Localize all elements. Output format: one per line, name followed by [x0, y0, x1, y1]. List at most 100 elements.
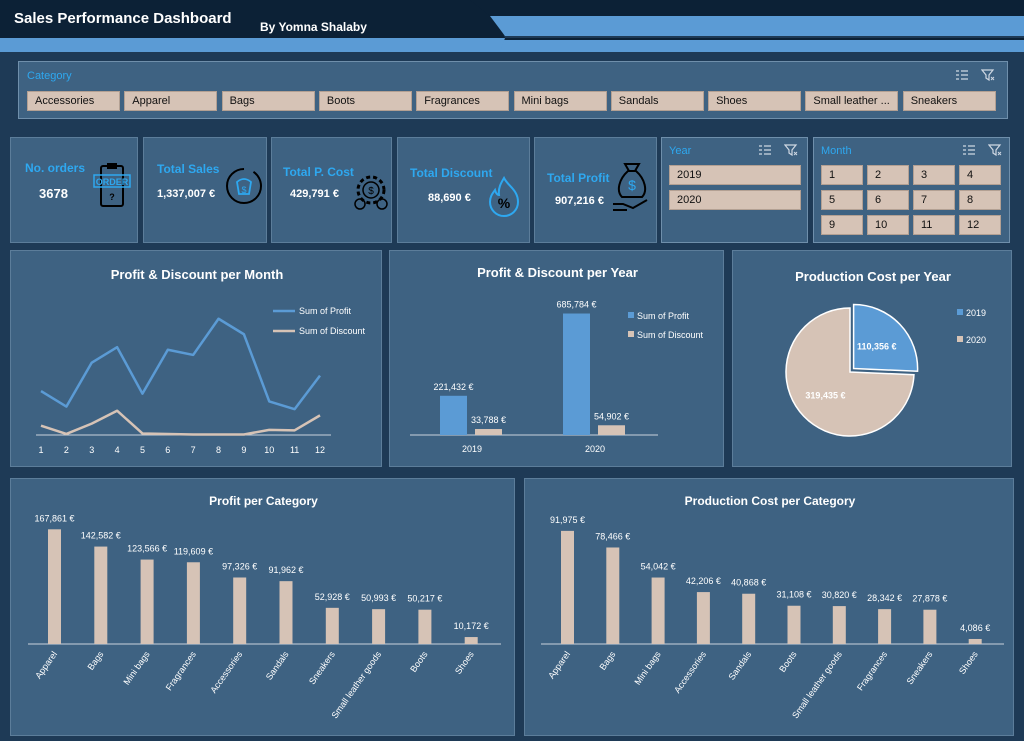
month-slicer: Month 1 2 3 4 5 6 7 8 9 10 11 12 [813, 137, 1010, 243]
x-tick-label: Bags [85, 649, 105, 672]
year-slicer-button[interactable]: 2020 [669, 190, 801, 210]
category-slicer-label: Category [27, 70, 72, 82]
category-slicer-button[interactable]: Mini bags [513, 91, 607, 111]
order-clipboard-icon: ORDER ? [93, 163, 131, 207]
x-tick-label: 6 [165, 445, 170, 455]
chart-title: Profit & Discount per Month [110, 267, 284, 282]
x-tick-label: Sandals [726, 649, 753, 682]
month-slicer-button[interactable]: 7 [913, 190, 955, 210]
x-tick-label: 2019 [462, 444, 482, 454]
page-title: Sales Performance Dashboard [14, 10, 232, 27]
bar [140, 559, 154, 644]
chart-title: Profit & Discount per Year [477, 265, 638, 280]
gear-dollar-icon: $ [354, 175, 388, 210]
multi-select-icon[interactable] [955, 69, 969, 81]
x-tick-label: Apparel [33, 649, 59, 680]
category-slicer-button[interactable]: Boots [318, 91, 412, 111]
bar [279, 581, 293, 644]
month-slicer-button[interactable]: 11 [913, 215, 955, 235]
category-slicer-button[interactable]: Bags [221, 91, 315, 111]
x-tick-label: Sandals [264, 649, 291, 682]
year-bar-panel: Profit & Discount per Year 221,432 € 33,7… [389, 250, 724, 467]
x-tick-label: Boots [408, 649, 430, 674]
data-label: 54,042 € [641, 562, 676, 572]
legend-swatch [957, 309, 963, 315]
bar [186, 562, 200, 644]
clear-filter-icon[interactable] [981, 69, 995, 81]
kpi-orders-value: 3678 [39, 186, 68, 201]
chart-title: Production Cost per Year [795, 269, 951, 284]
bar [832, 606, 846, 644]
clear-filter-icon[interactable] [784, 144, 798, 156]
profit-category-panel: Profit per Category 167,861 € Apparel 142,… [10, 478, 515, 736]
kpi-profit-card: Total Profit 907,216 € $ [534, 137, 657, 243]
bar [696, 592, 710, 644]
multi-select-icon[interactable] [758, 144, 772, 156]
month-slicer-button[interactable]: 9 [821, 215, 863, 235]
data-label: 42,206 € [686, 576, 721, 586]
svg-text:?: ? [109, 192, 115, 202]
x-tick-label: Accessories [208, 649, 244, 695]
month-slicer-button[interactable]: 3 [913, 165, 955, 185]
x-tick-label: Fragrances [855, 649, 890, 692]
data-label: 54,902 € [594, 411, 629, 421]
month-slicer-button[interactable]: 6 [867, 190, 909, 210]
author-label: By Yomna Shalaby [260, 20, 367, 34]
category-slicer-button[interactable]: Fragrances [416, 91, 510, 111]
clear-filter-icon[interactable] [988, 144, 1002, 156]
x-tick-label: 11 [290, 445, 299, 455]
bar [598, 425, 625, 435]
category-slicer-button[interactable]: Accessories [27, 91, 120, 111]
month-slicer-button[interactable]: 2 [867, 165, 909, 185]
kpi-orders-card: No. orders 3678 ORDER ? [10, 137, 138, 243]
header-banner [0, 0, 1024, 52]
category-slicer-button[interactable]: Sandals [610, 91, 704, 111]
bar [475, 429, 502, 435]
x-tick-label: Sneakers [905, 649, 935, 686]
x-tick-label: 12 [315, 445, 325, 455]
category-slicer-button[interactable]: Small leather ... [805, 91, 899, 111]
month-slicer-button[interactable]: 10 [867, 215, 909, 235]
month-slicer-button[interactable]: 12 [959, 215, 1001, 235]
bar [561, 530, 574, 644]
data-label: 91,975 € [550, 515, 585, 525]
data-label: 221,432 € [433, 382, 473, 392]
x-tick-label: 2020 [585, 444, 605, 454]
kpi-sales-label: Total Sales [157, 162, 220, 176]
production-cost-category-chart: 91,975 € Apparel 78,466 € Bags 54,042 € Mini … [541, 515, 1004, 720]
month-slicer-button[interactable]: 4 [959, 165, 1001, 185]
x-tick-label: Sneakers [307, 649, 337, 686]
category-slicer-button[interactable]: Sneakers [902, 91, 996, 111]
data-label: 31,108 € [776, 590, 811, 600]
hand-money-bag-icon: $ [613, 163, 648, 211]
data-label: 110,356 € [857, 341, 897, 351]
kpi-profit-value: 907,216 € [555, 195, 604, 207]
month-slicer-label: Month [821, 145, 852, 157]
kpi-cost-label: Total P. Cost [283, 165, 354, 179]
legend-label: 2020 [966, 335, 986, 345]
multi-select-icon[interactable] [962, 144, 976, 156]
x-tick-label: Small leather goods [329, 649, 383, 720]
data-label: 119,609 € [174, 546, 213, 556]
profit-category-chart: 167,861 € Apparel 142,582 € Bags 123,566 € Mi… [28, 513, 501, 720]
bar [563, 313, 590, 435]
year-slicer-button[interactable]: 2019 [669, 165, 801, 185]
legend-label: Sum of Discount [637, 330, 704, 340]
svg-text:ORDER: ORDER [96, 177, 129, 187]
x-tick-label: 4 [115, 445, 120, 455]
data-label: 40,868 € [731, 578, 766, 588]
data-label: 123,566 € [127, 544, 167, 554]
month-slicer-button[interactable]: 1 [821, 165, 863, 185]
legend-label: 2019 [966, 308, 986, 318]
bar [742, 593, 756, 644]
kpi-discount-card: Total Discount 88,690 € % [397, 137, 530, 243]
category-slicer-button[interactable]: Shoes [708, 91, 802, 111]
bar [787, 605, 801, 644]
x-tick-label: Fragrances [164, 649, 199, 692]
legend-swatch [628, 312, 634, 318]
month-slicer-button[interactable]: 5 [821, 190, 863, 210]
x-tick-label: 10 [264, 445, 274, 455]
series-line [40, 317, 321, 411]
category-slicer-button[interactable]: Apparel [124, 91, 218, 111]
month-slicer-button[interactable]: 8 [959, 190, 1001, 210]
